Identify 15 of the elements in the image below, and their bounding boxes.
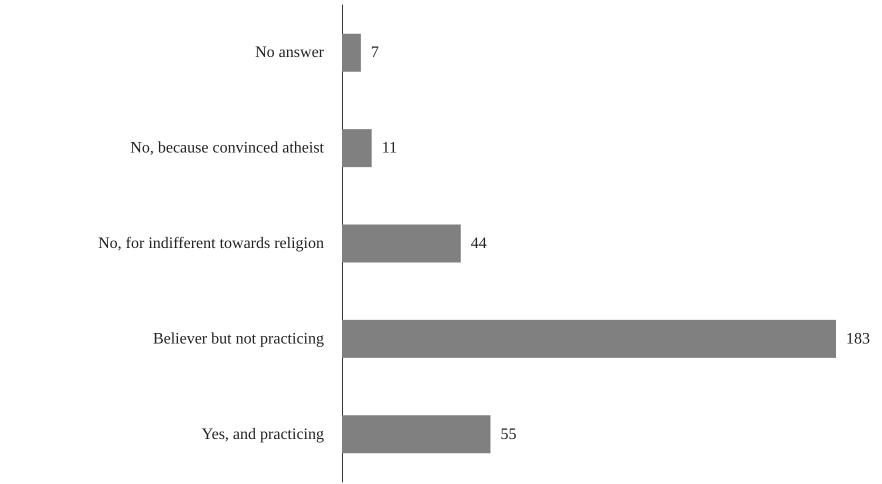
bar [342, 415, 490, 454]
y-tick-label: No answer [255, 44, 325, 62]
y-tick-label: Believer but not practicing [152, 330, 324, 348]
data-label: 11 [382, 140, 398, 157]
y-tick-label: Yes, and practicing [202, 426, 324, 443]
bar [342, 129, 372, 168]
y-tick-label: No, because convinced atheist [130, 140, 325, 157]
data-label: 44 [470, 235, 487, 252]
data-label: 7 [370, 44, 379, 62]
bar [342, 224, 461, 262]
bar [342, 320, 836, 358]
y-tick-label: No, for indifferent towards religion [98, 235, 324, 252]
bar [342, 34, 361, 72]
data-label: 183 [846, 330, 870, 348]
data-label: 55 [500, 426, 516, 443]
